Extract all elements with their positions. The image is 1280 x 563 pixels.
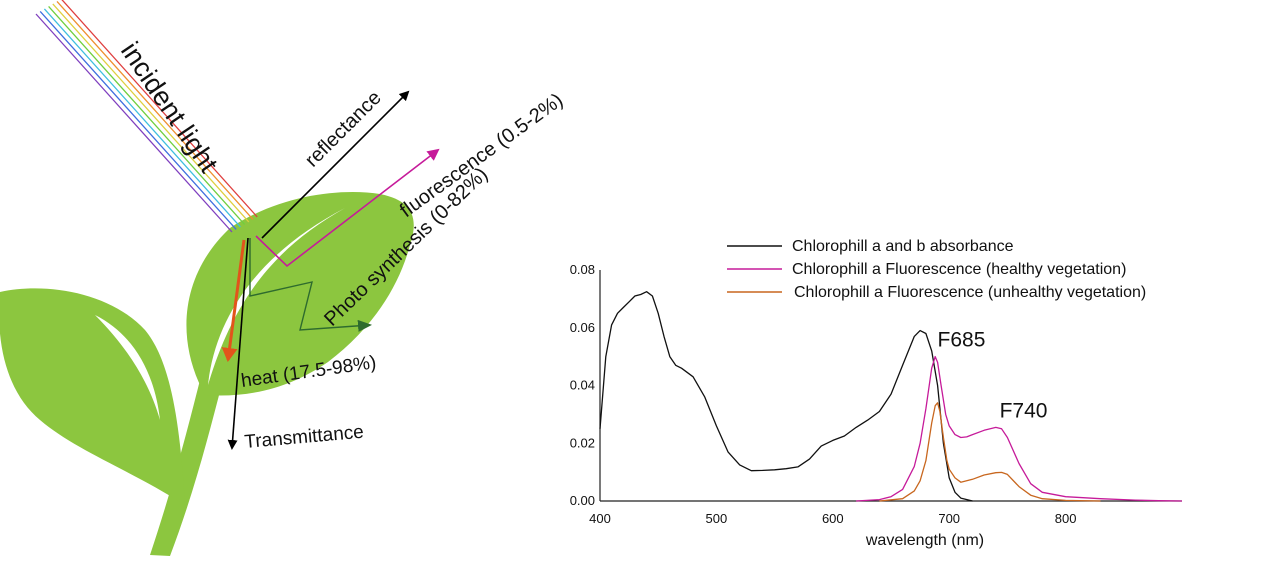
- light-ray: [52, 3, 250, 223]
- series-line-3: [879, 402, 1101, 502]
- spectrum-chart: Chlorophill a and b absorbance Chlorophil…: [570, 238, 1183, 549]
- light-ray: [61, 0, 258, 218]
- x-tick-label: 400: [589, 511, 611, 526]
- light-ray: [39, 11, 237, 230]
- series-line-1: [599, 291, 973, 502]
- photosynthesis-arrow: [249, 238, 372, 332]
- legend-entry: Chlorophill a Fluorescence (healthy vege…: [792, 261, 1126, 278]
- fluorescence-arrow: [255, 148, 440, 268]
- incident-light-label: incident light: [115, 37, 224, 179]
- light-ray: [56, 0, 254, 220]
- y-tick-label: 0.02: [570, 435, 595, 450]
- y-tick-label: 0.04: [570, 378, 595, 393]
- peak-label: F685: [938, 329, 986, 352]
- legend-entry: Chlorophill a and b absorbance: [792, 238, 1014, 255]
- x-axis-title: wavelength (nm): [865, 532, 984, 549]
- reflectance-arrow: [261, 90, 410, 239]
- chart-series: [599, 291, 1183, 502]
- peak-label: F740: [1000, 399, 1048, 422]
- heat-arrow: [221, 239, 246, 362]
- incident-light-rays: [35, 0, 258, 233]
- reflectance-label: reflectance: [301, 87, 386, 172]
- x-tick-label: 500: [706, 511, 728, 526]
- light-ray: [43, 8, 241, 228]
- x-tick-label: 700: [938, 511, 960, 526]
- plant-diagram: incident light reflectance fluorescence …: [0, 0, 567, 556]
- light-ray: [35, 13, 233, 233]
- fluorescence-label: fluorescence (0.5-2%): [396, 89, 567, 222]
- y-tick-label: 0.00: [570, 493, 595, 508]
- chart-annotations: F685 F740: [938, 329, 1048, 423]
- transmittance-arrow: [227, 237, 249, 450]
- transmittance-label: Transmittance: [244, 422, 365, 453]
- y-tick-label: 0.06: [570, 320, 595, 335]
- series-line-2: [856, 355, 1183, 502]
- chart-legend: Chlorophill a and b absorbance Chlorophil…: [727, 238, 1146, 301]
- legend-entry: Chlorophill a Fluorescence (unhealthy ve…: [794, 284, 1146, 301]
- small-leaf: [0, 288, 185, 505]
- plant-stem: [150, 360, 225, 556]
- chart-axes: 400 500 600 700 800 0.00 0.02 0.04 0.06 0.08: [570, 262, 1182, 526]
- x-tick-label: 600: [822, 511, 844, 526]
- x-tick-label: 800: [1055, 511, 1077, 526]
- light-ray: [48, 6, 246, 225]
- y-tick-label: 0.08: [570, 262, 595, 277]
